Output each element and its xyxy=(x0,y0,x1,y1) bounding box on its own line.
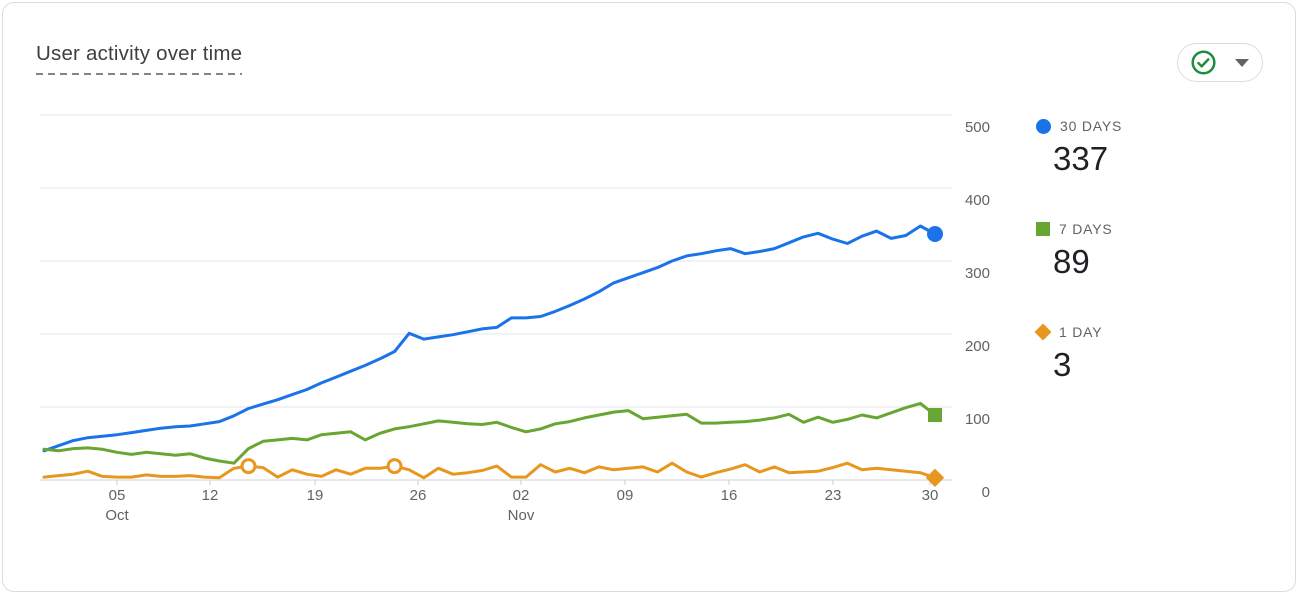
legend-value: 89 xyxy=(1053,243,1090,280)
legend-label: 7 DAYS xyxy=(1059,221,1113,237)
legend-item-1-day: 1 DAY 3 xyxy=(1034,323,1122,383)
x-axis-tick-label: 05 xyxy=(108,487,126,504)
x-axis-tick-label: 12 xyxy=(201,487,219,504)
legend-item-7-days: 7 DAYS 89 xyxy=(1036,220,1122,280)
y-axis-tick-label: 500 xyxy=(964,119,990,136)
x-axis-tick-label: 30 xyxy=(921,487,939,504)
legend-label: 1 DAY xyxy=(1059,324,1103,340)
card-header: User activity over time xyxy=(36,42,242,75)
x-axis-tick-label: 26 xyxy=(409,487,427,504)
y-axis-tick-label: 0 xyxy=(981,484,990,501)
y-axis-tick-label: 100 xyxy=(964,411,990,428)
x-axis-tick-label: 19 xyxy=(306,487,324,504)
y-axis-tick-label: 300 xyxy=(964,265,990,282)
legend-square-marker-icon xyxy=(1036,222,1050,236)
x-axis-tick-label: 23 xyxy=(824,487,842,504)
legend-item-30-days: 30 DAYS 337 xyxy=(1036,117,1122,177)
x-axis-tick-label: 09 xyxy=(616,487,634,504)
legend-value: 3 xyxy=(1053,346,1072,383)
chevron-down-icon xyxy=(1235,58,1249,67)
x-axis-tick-label: 02 xyxy=(512,487,530,504)
x-axis-month-label: Oct xyxy=(105,507,129,524)
y-axis-tick-label: 400 xyxy=(964,192,990,209)
x-axis-month-label: Nov xyxy=(507,507,535,524)
data-quality-dropdown-button[interactable] xyxy=(1177,43,1263,82)
page-title[interactable]: User activity over time xyxy=(36,42,242,75)
check-circle-icon xyxy=(1191,50,1216,75)
legend-value: 337 xyxy=(1053,140,1109,177)
y-axis-tick-label: 200 xyxy=(964,338,990,355)
legend-circle-marker-icon xyxy=(1036,118,1051,134)
x-axis-tick-label: 16 xyxy=(720,487,738,504)
chart-legend: 30 DAYS 337 7 DAYS 89 1 DAY 3 xyxy=(1034,117,1122,383)
legend-diamond-marker-icon xyxy=(1034,323,1052,341)
legend-label: 30 DAYS xyxy=(1060,118,1123,134)
